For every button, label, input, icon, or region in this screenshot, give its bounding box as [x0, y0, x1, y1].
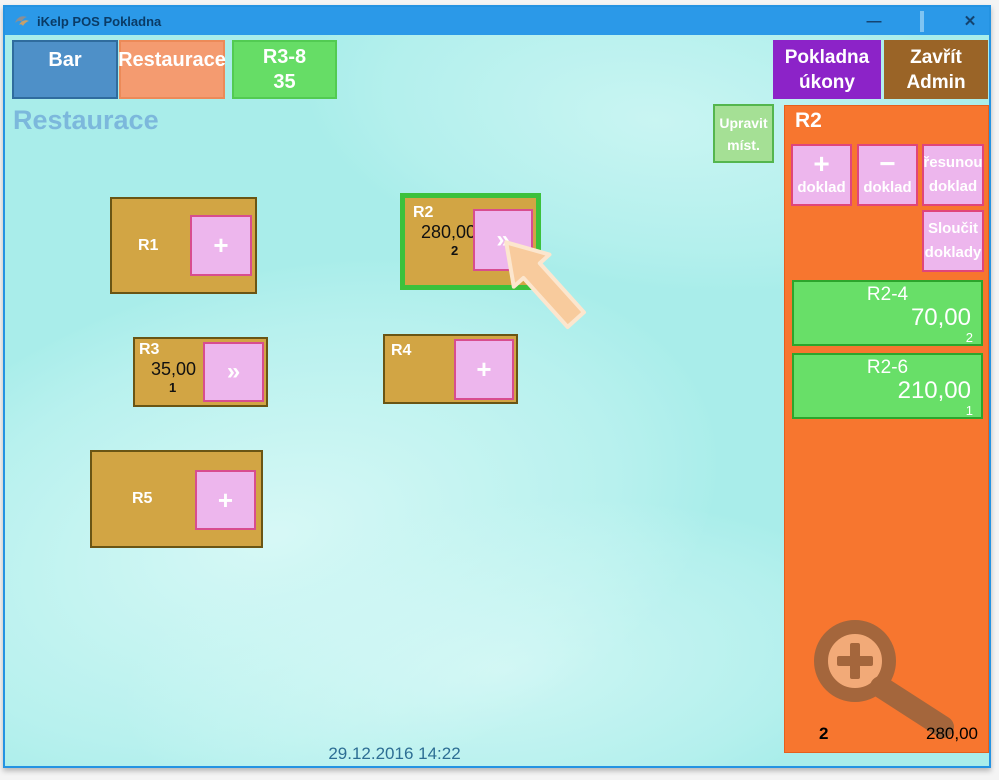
- table-r4[interactable]: R4 +: [383, 334, 518, 404]
- summary-total: 280,00: [926, 724, 978, 743]
- table-r3-amount: 35,00: [151, 359, 197, 379]
- window-title: iKelp POS Pokladna: [37, 13, 162, 29]
- edit-places-label-2: míst.: [727, 137, 760, 153]
- table-r1-label: R1: [138, 236, 159, 254]
- tab-restaurace[interactable]: Restaurace: [118, 40, 226, 99]
- add-receipt-label: doklad: [797, 179, 846, 196]
- pokladna-ukony-label-2: úkony: [799, 71, 855, 93]
- receipt-amount: 210,00: [897, 377, 971, 404]
- zoom-in-icon[interactable]: [813, 611, 961, 739]
- table-r2-open-button[interactable]: »: [473, 209, 533, 271]
- remove-receipt-label: doklad: [863, 179, 912, 196]
- table-r4-label: R4: [391, 342, 412, 359]
- add-receipt-button[interactable]: + doklad: [791, 144, 852, 206]
- title-bar[interactable]: iKelp POS Pokladna — ✕: [5, 7, 989, 35]
- table-r1-open-button[interactable]: +: [190, 215, 252, 276]
- table-r5-label: R5: [132, 490, 153, 507]
- summary-count: 2: [819, 724, 829, 743]
- pokladna-ukony-label-1: Pokladna: [784, 46, 870, 68]
- remove-receipt-button[interactable]: − doklad: [857, 144, 918, 206]
- edit-places-label-1: Upravit: [719, 115, 768, 131]
- move-receipt-label-2: doklad: [928, 178, 978, 195]
- datetime-label: 29.12.2016 14:22: [328, 744, 461, 763]
- edit-places-button[interactable]: Upravit míst.: [713, 104, 774, 163]
- receipt-item-r2-4[interactable]: R2-4 70,00 2: [792, 280, 983, 346]
- tab-r3-8-count: 35: [273, 70, 296, 93]
- tab-restaurace-label: Restaurace: [118, 49, 226, 71]
- table-r3[interactable]: R3 35,00 1 »: [133, 337, 268, 407]
- minus-icon: −: [879, 148, 896, 179]
- table-r2[interactable]: R2 280,00 2 »: [400, 193, 541, 290]
- merge-receipts-button[interactable]: Sloučit doklady: [922, 210, 984, 272]
- plus-icon: +: [813, 148, 830, 179]
- pokladna-ukony-button[interactable]: Pokladna úkony: [773, 40, 881, 99]
- receipt-name: R2-6: [866, 357, 909, 378]
- merge-receipts-label-2: doklady: [924, 244, 982, 261]
- table-r2-label: R2: [413, 204, 434, 221]
- app-window: iKelp POS Pokladna — ✕ Bar Restaurace R3…: [3, 5, 991, 768]
- receipt-amount: 70,00: [910, 304, 971, 331]
- move-receipt-label-1: řesunou: [923, 154, 983, 171]
- table-r3-open-button[interactable]: »: [203, 342, 264, 402]
- order-panel-title: R2: [795, 109, 822, 132]
- zavrit-admin-label-2: Admin: [906, 71, 966, 93]
- table-r3-count: 1: [169, 380, 177, 395]
- table-r3-label: R3: [139, 341, 160, 358]
- tab-bar-label: Bar: [48, 49, 82, 71]
- table-r4-open-button[interactable]: +: [454, 339, 514, 400]
- maximize-button[interactable]: [911, 10, 933, 32]
- move-receipt-button[interactable]: řesunou doklad: [922, 144, 984, 206]
- table-r5[interactable]: R5 +: [90, 450, 263, 548]
- table-r2-amount: 280,00: [421, 222, 477, 242]
- zavrit-admin-button[interactable]: Zavřít Admin: [884, 40, 988, 99]
- maximize-icon: [920, 10, 924, 32]
- app-icon: [15, 16, 29, 26]
- merge-receipts-label-1: Sloučit: [927, 220, 978, 237]
- receipt-count: 1: [965, 403, 973, 418]
- minimize-button[interactable]: —: [866, 12, 882, 30]
- receipt-item-r2-6[interactable]: R2-6 210,00 1: [792, 353, 983, 419]
- status-bar: 29.12.2016 14:22: [5, 744, 784, 764]
- tab-bar[interactable]: Bar: [12, 40, 118, 99]
- table-r1[interactable]: R1 +: [110, 197, 257, 294]
- tab-r3-8[interactable]: R3-8 35: [232, 40, 337, 99]
- main-content: Bar Restaurace R3-8 35 Pokladna úkony Za…: [5, 35, 989, 766]
- order-panel: R2 + doklad − doklad řesunou doklad Slou…: [784, 105, 989, 753]
- receipt-count: 2: [965, 330, 973, 345]
- table-r5-open-button[interactable]: +: [195, 470, 256, 530]
- panel-summary: 2 280,00: [785, 724, 988, 746]
- table-r2-count: 2: [451, 243, 459, 258]
- zavrit-admin-label-1: Zavřít: [910, 46, 962, 68]
- room-watermark: Restaurace: [13, 105, 159, 135]
- tab-r3-8-label: R3-8: [262, 45, 307, 68]
- receipt-name: R2-4: [866, 284, 909, 305]
- close-button[interactable]: ✕: [963, 13, 977, 30]
